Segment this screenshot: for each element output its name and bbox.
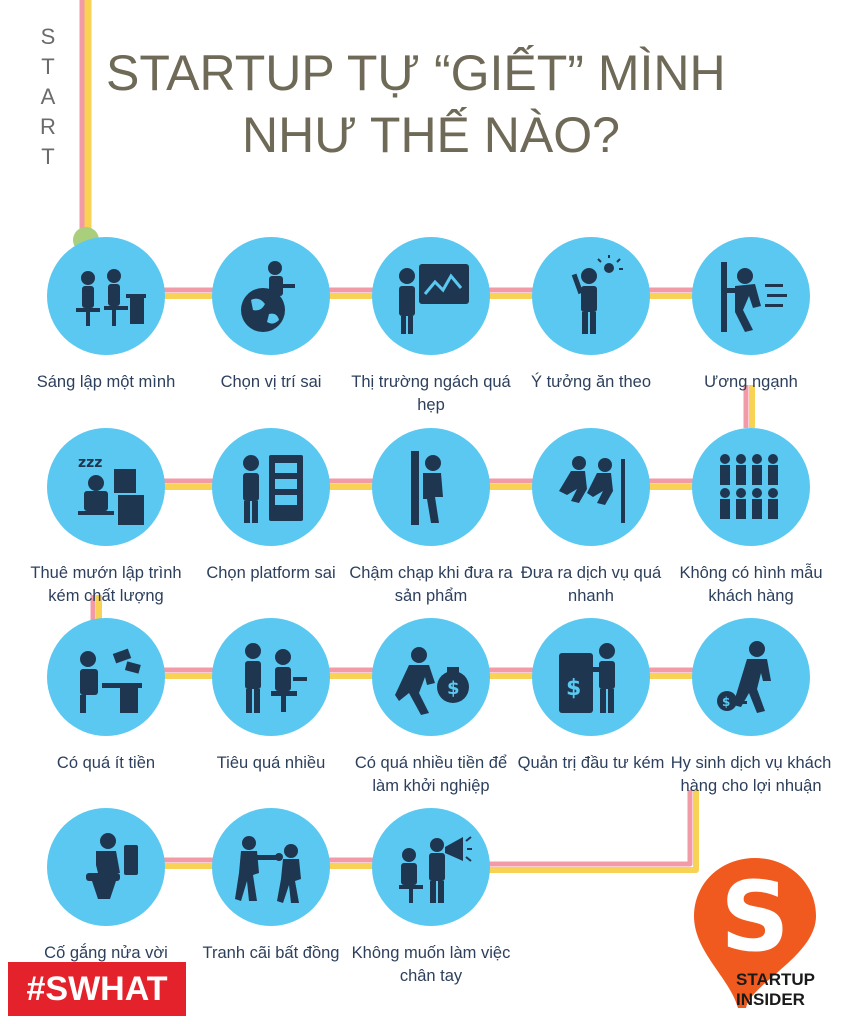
presenter-chart-icon bbox=[399, 264, 469, 334]
step-card: Có quá ít tiền bbox=[21, 618, 191, 775]
logo-text-line-2: INSIDER bbox=[736, 990, 805, 1009]
step-circle bbox=[372, 428, 490, 546]
title-line-2: NHƯ THẾ NÀO? bbox=[242, 107, 620, 163]
step-circle bbox=[532, 428, 650, 546]
step-card: Không muốn làm việc chân tay bbox=[346, 808, 516, 988]
step-label: Sáng lập một mình bbox=[36, 373, 176, 391]
person-server-icon bbox=[243, 455, 303, 523]
svg-text:$: $ bbox=[566, 676, 581, 701]
step-card: Chọn vị trí sai bbox=[186, 237, 356, 394]
svg-text:S: S bbox=[720, 861, 789, 973]
step-label: Ương ngạnh bbox=[704, 373, 798, 391]
fighting-people-icon bbox=[235, 836, 301, 903]
atm-person-icon: $ bbox=[559, 643, 615, 713]
person-money-bag-icon: $ bbox=[395, 647, 469, 715]
step-circle bbox=[372, 808, 490, 926]
runners-icon bbox=[559, 456, 625, 523]
step-card: Ý tưởng ăn theo bbox=[506, 237, 676, 394]
step-circle bbox=[212, 428, 330, 546]
page-title: STARTUP TỰ “GIẾT” MÌNH NHƯ THẾ NÀO? bbox=[100, 42, 800, 166]
step-label: Chọn platform sai bbox=[206, 564, 336, 582]
step-card: Chậm chạp khi đưa ra sản phẩm bbox=[346, 428, 516, 608]
svg-text:zzz: zzz bbox=[78, 455, 102, 471]
start-letter: T bbox=[41, 144, 55, 169]
step-circle bbox=[532, 237, 650, 355]
step-label: Tranh cãi bất đồng bbox=[202, 944, 340, 962]
step-circle bbox=[212, 618, 330, 736]
step-circle: $ bbox=[692, 618, 810, 736]
step-label: Thuê mướn lập trình kém chất lượng bbox=[30, 564, 182, 605]
step-card: Chọn platform sai bbox=[186, 428, 356, 585]
step-label: Chậm chạp khi đưa ra sản phẩm bbox=[349, 564, 513, 605]
step-label: Không muốn làm việc chân tay bbox=[351, 944, 511, 985]
step-label: Tiêu quá nhiều bbox=[216, 754, 326, 772]
step-label: Hy sinh dịch vụ khách hàng cho lợi nhuận bbox=[670, 754, 832, 795]
step-circle bbox=[47, 808, 165, 926]
step-card: Đưa ra dịch vụ quá nhanh bbox=[506, 428, 676, 608]
step-card: Tiêu quá nhiều bbox=[186, 618, 356, 775]
title-line-1: STARTUP TỰ “GIẾT” MÌNH bbox=[106, 45, 726, 101]
start-letter: R bbox=[40, 114, 56, 139]
step-card: Cố gắng nửa vời bbox=[21, 808, 191, 965]
person-ball-chain-icon: $ bbox=[717, 641, 771, 713]
step-label: Thị trường ngách quá hẹp bbox=[351, 373, 511, 414]
step-label: Chọn vị trí sai bbox=[220, 373, 322, 391]
step-circle bbox=[47, 618, 165, 736]
step-card: $ Hy sinh dịch vụ khách hàng cho lợi nhu… bbox=[666, 618, 836, 798]
logo-text-line-1: STARTUP bbox=[736, 970, 816, 989]
step-circle: $ bbox=[372, 618, 490, 736]
step-label: Đưa ra dịch vụ quá nhanh bbox=[520, 564, 662, 605]
step-label: Cố gắng nửa vời bbox=[44, 944, 168, 962]
start-letter: T bbox=[41, 54, 55, 79]
idea-person-icon bbox=[571, 255, 623, 334]
step-card: Không có hình mẫu khách hàng bbox=[666, 428, 836, 608]
step-circle bbox=[692, 237, 810, 355]
svg-text:$: $ bbox=[447, 678, 460, 699]
person-leaning-wall-icon bbox=[411, 451, 443, 525]
megaphone-worker-icon bbox=[399, 836, 472, 903]
hashtag-badge: #SWHAT bbox=[8, 962, 186, 1016]
startup-insider-logo: S bbox=[694, 858, 816, 1008]
two-workers-desk-icon bbox=[76, 269, 146, 326]
step-card: zzz Thuê mướn lập trình kém chất lượng bbox=[21, 428, 191, 608]
person-pushing-wall-icon bbox=[721, 262, 787, 332]
step-circle bbox=[212, 237, 330, 355]
start-vertical-label: S T A R T bbox=[38, 22, 58, 172]
step-card: Sáng lập một mình bbox=[21, 237, 191, 394]
crowd-icon bbox=[720, 454, 778, 519]
svg-text:$: $ bbox=[722, 695, 730, 709]
person-boss-icon bbox=[245, 643, 307, 713]
step-label: Có quá ít tiền bbox=[56, 754, 156, 772]
step-card: Ương ngạnh bbox=[666, 237, 836, 394]
step-card: $ Có quá nhiều tiền để làm khởi nghiệp bbox=[346, 618, 516, 798]
start-letter: A bbox=[40, 84, 56, 109]
step-label: Quản trị đầu tư kém bbox=[517, 754, 665, 772]
step-card: Thị trường ngách quá hẹp bbox=[346, 237, 516, 417]
step-label: Có quá nhiều tiền để làm khởi nghiệp bbox=[354, 754, 508, 795]
logo-wordmark: STARTUP INSIDER bbox=[736, 970, 815, 1010]
sleeping-programmer-icon: zzz bbox=[78, 455, 144, 525]
step-card: $ Quản trị đầu tư kém bbox=[506, 618, 676, 775]
step-circle bbox=[212, 808, 330, 926]
step-label: Ý tưởng ăn theo bbox=[530, 373, 652, 391]
person-desk-money-icon bbox=[80, 648, 142, 713]
step-card: Tranh cãi bất đồng bbox=[186, 808, 356, 965]
step-circle bbox=[47, 237, 165, 355]
step-label: Không có hình mẫu khách hàng bbox=[679, 564, 823, 605]
step-circle: $ bbox=[532, 618, 650, 736]
person-toilet-icon bbox=[86, 833, 138, 899]
step-circle: zzz bbox=[47, 428, 165, 546]
step-circle bbox=[692, 428, 810, 546]
step-circle bbox=[372, 237, 490, 355]
start-letter: S bbox=[40, 24, 56, 49]
person-on-globe-icon bbox=[241, 261, 295, 332]
